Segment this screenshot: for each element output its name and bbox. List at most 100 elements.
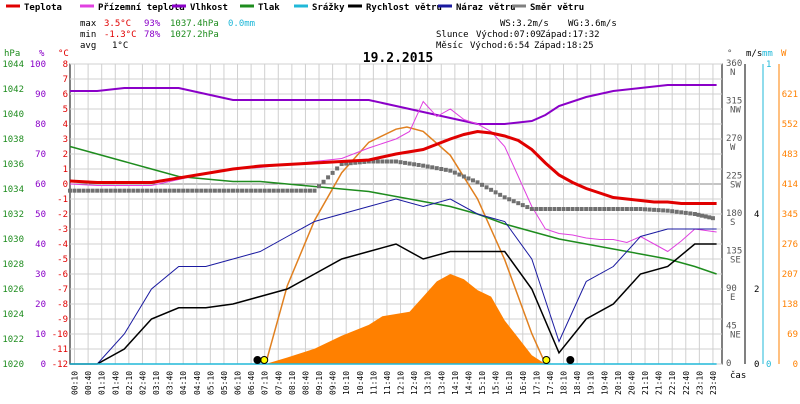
wind-direction-point (652, 207, 657, 212)
wind-direction-point (665, 208, 670, 213)
wind-direction-point (430, 165, 435, 170)
solar-tick-label: 621 (782, 90, 798, 100)
time-tick-label: 08:10 (288, 371, 297, 395)
moon-rise: Východ:6:54 (470, 41, 530, 51)
wind-direction-point (289, 188, 294, 193)
time-tick-label: 00:40 (84, 371, 93, 395)
wind-direction-point (584, 207, 589, 211)
wind-direction-point (484, 185, 489, 190)
time-tick-label: 22:40 (682, 371, 691, 395)
wind-direction-point (317, 184, 322, 189)
wind-direction-point (624, 207, 629, 211)
wind-direction-point (77, 188, 82, 193)
humidity-tick-label: 100 (30, 60, 46, 70)
sunrise-marker (260, 356, 269, 364)
wind-dir-tick-label: 270 (726, 134, 742, 144)
wind-direction-point (221, 188, 226, 193)
wind-direction-point (620, 207, 625, 211)
pressure-tick-label: 1040 (2, 110, 24, 120)
wind-direction-point (330, 170, 335, 175)
wind-direction-point (86, 188, 91, 193)
time-tick-label: 05:40 (220, 371, 229, 395)
temp-tick-label: -12 (52, 360, 68, 370)
wind-direction-point (154, 188, 159, 193)
stats-min-hum: 78% (144, 30, 161, 40)
wind-direction-point (547, 207, 552, 211)
time-tick-label: 19:40 (600, 371, 609, 395)
wind-direction-point (199, 188, 204, 193)
wind-speed-tick-label: 2 (754, 285, 759, 295)
temp-tick-label: -10 (52, 330, 68, 340)
temp-tick-label: 8 (63, 60, 68, 70)
wind-direction-point (271, 188, 276, 193)
chart-title: 19.2.2015 (363, 51, 433, 66)
solar-tick-label: 138 (782, 300, 798, 310)
wind-direction-point (516, 201, 521, 206)
legend: Teplota Přízemní teplota Vlhkost Tlak Sr… (6, 2, 584, 13)
wind-direction-markers (68, 159, 715, 221)
wind-direction-point (276, 188, 281, 193)
unit-time: čas (730, 370, 746, 381)
wind-direction-point (696, 212, 701, 217)
wind-dir-compass-label: NW (730, 106, 741, 116)
time-tick-label: 12:40 (410, 371, 419, 395)
temp-tick-label: -5 (57, 255, 68, 265)
time-tick-label: 03:40 (166, 371, 175, 395)
humidity-tick-label: 50 (35, 210, 46, 220)
pressure-tick-label: 1030 (2, 235, 24, 245)
wind-dir-tick-label: 180 (726, 209, 742, 219)
time-tick-label: 10:10 (342, 371, 351, 395)
temp-tick-label: 0 (63, 180, 68, 190)
wind-direction-point (344, 161, 349, 166)
time-tick-label: 23:10 (695, 371, 704, 395)
temp-tick-label: -1 (57, 195, 68, 205)
temp-tick-label: -9 (57, 315, 68, 325)
wind-direction-point (407, 161, 412, 166)
axes: 876543210-1-2-3-4-5-6-7-8-9-10-11-1200:1… (2, 59, 798, 395)
wind-direction-point (226, 188, 231, 193)
pressure-tick-label: 1038 (2, 135, 24, 145)
wind-direction-point (511, 199, 516, 204)
solar-tick-label: 276 (782, 240, 798, 250)
wind-direction-point (149, 188, 154, 193)
humidity-tick-label: 60 (35, 180, 46, 190)
wind-dir-tick-label: 360 (726, 59, 742, 69)
axis-units: hPa % °C ° m/s mm W čas (4, 49, 787, 381)
temp-tick-label: 3 (63, 135, 68, 145)
wind-direction-point (298, 188, 303, 193)
wind-direction-point (507, 197, 512, 202)
wind-direction-point (439, 167, 444, 171)
stats-block: max 3.5°C 93% 1037.4hPa 0.0mm min -1.3°C… (80, 19, 255, 51)
stats-min-press: 1027.2hPa (170, 30, 219, 40)
wind-speed-info: WS:3.2m/s (500, 19, 549, 29)
wind-direction-point (176, 188, 181, 193)
wind-direction-point (303, 188, 308, 193)
wind-direction-point (294, 188, 299, 193)
humidity-tick-label: 90 (35, 90, 46, 100)
solar-tick-label: 207 (782, 270, 798, 280)
time-tick-label: 02:10 (125, 371, 134, 395)
wind-direction-point (384, 159, 389, 164)
wind-dir-compass-label: W (730, 143, 736, 153)
legend-label-wind-speed: Rychlost větru (366, 2, 442, 13)
wind-dir-tick-label: 90 (726, 284, 737, 294)
time-tick-label: 01:10 (98, 371, 107, 395)
legend-label-rain: Srážky (312, 3, 345, 13)
time-tick-label: 04:10 (179, 371, 188, 395)
wind-direction-point (339, 162, 344, 166)
wind-direction-point (95, 188, 100, 193)
time-tick-label: 09:10 (315, 371, 324, 395)
wind-direction-point (670, 209, 675, 214)
wind-direction-point (434, 166, 439, 171)
wind-direction-point (643, 207, 648, 212)
wind-direction-point (525, 205, 530, 210)
wind-direction-point (240, 188, 245, 193)
wind-direction-point (529, 207, 534, 211)
wind-direction-point (99, 188, 104, 193)
wind-direction-point (181, 188, 186, 193)
wind-direction-point (593, 207, 598, 211)
sun-rise: Východ:07:09 (476, 30, 541, 40)
moonset-marker (566, 356, 575, 364)
wind-direction-point (679, 210, 684, 215)
